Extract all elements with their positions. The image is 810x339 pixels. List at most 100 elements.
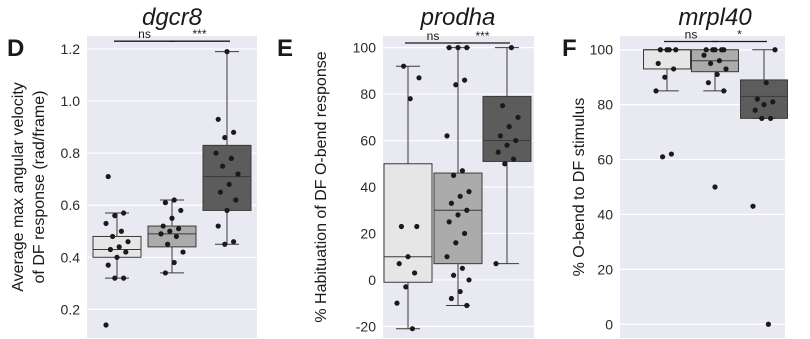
data-point — [712, 184, 718, 190]
panel-letter: F — [562, 35, 577, 62]
data-point — [233, 197, 239, 203]
panel-letter: E — [277, 35, 293, 62]
data-point — [660, 154, 666, 160]
significance-label: ns — [427, 29, 440, 43]
y-axis-label: of DF response (rad/frame) — [31, 91, 48, 284]
y-tick-label: 0.2 — [61, 301, 81, 317]
data-point — [504, 142, 510, 148]
data-point — [765, 321, 772, 327]
data-point — [165, 241, 171, 247]
significance-label: *** — [475, 29, 489, 43]
y-tick-label: 0 — [368, 272, 376, 288]
data-point — [466, 277, 472, 283]
data-point — [176, 226, 182, 232]
y-axis-label: % O-bend to DF stimulus — [571, 98, 588, 277]
data-point — [510, 156, 517, 162]
data-point — [502, 161, 508, 167]
data-point — [493, 261, 499, 267]
data-point — [446, 219, 452, 225]
data-point — [231, 239, 237, 245]
data-point — [464, 45, 470, 51]
data-point — [215, 116, 221, 122]
data-point — [770, 99, 776, 105]
data-point — [508, 45, 514, 51]
data-point — [457, 288, 463, 295]
y-tick-label: 0 — [605, 316, 613, 332]
data-point — [116, 244, 122, 250]
box — [643, 49, 691, 70]
data-point — [459, 265, 465, 271]
data-point — [451, 272, 457, 278]
data-point — [405, 254, 411, 260]
data-point — [224, 49, 230, 55]
data-point — [220, 163, 226, 169]
data-point — [750, 203, 756, 209]
data-point — [173, 233, 179, 240]
data-point — [401, 63, 407, 69]
significance-label: ns — [685, 27, 698, 41]
data-point — [708, 60, 714, 67]
box — [433, 172, 483, 265]
data-point — [701, 52, 707, 58]
y-tick-label: 100 — [353, 40, 377, 56]
data-point — [409, 326, 415, 332]
data-point — [761, 102, 767, 108]
data-point — [653, 88, 659, 94]
data-point — [394, 300, 400, 306]
data-point — [671, 66, 677, 72]
y-tick-label: -20 — [356, 318, 376, 334]
data-point — [513, 137, 519, 144]
data-point — [121, 275, 127, 281]
data-point — [466, 189, 472, 195]
data-point — [125, 239, 131, 245]
data-point — [515, 114, 521, 120]
data-point — [110, 233, 116, 240]
data-point — [121, 210, 127, 216]
data-point — [158, 231, 164, 237]
y-tick-label: 40 — [597, 206, 613, 222]
y-tick-label: 1.0 — [61, 93, 81, 109]
y-tick-label: 0.8 — [61, 145, 81, 161]
box — [202, 144, 252, 211]
panel-title: dgcr8 — [142, 4, 203, 31]
significance-label: *** — [192, 27, 206, 41]
box — [383, 163, 433, 283]
data-point — [446, 45, 452, 51]
data-point — [231, 129, 237, 135]
data-point — [464, 207, 470, 213]
data-point — [668, 151, 675, 157]
data-point — [403, 284, 409, 290]
y-tick-label: 60 — [360, 133, 376, 149]
significance-label: * — [737, 27, 742, 41]
data-point — [448, 200, 454, 206]
data-point — [444, 133, 450, 139]
data-point — [506, 124, 512, 130]
data-point — [396, 261, 402, 267]
box — [147, 225, 197, 248]
data-point — [448, 295, 454, 302]
data-point — [712, 47, 718, 53]
data-point — [162, 270, 168, 276]
data-point — [721, 88, 727, 94]
significance-label: ns — [138, 27, 151, 41]
box — [482, 95, 532, 162]
y-tick-label: 100 — [590, 42, 614, 58]
data-point — [455, 45, 461, 51]
data-point — [228, 155, 234, 161]
data-point — [103, 220, 109, 227]
box — [740, 79, 788, 119]
data-point — [754, 96, 761, 102]
data-point — [222, 241, 228, 247]
data-point — [714, 71, 720, 78]
data-point — [716, 58, 723, 64]
y-tick-label: 60 — [597, 152, 613, 168]
data-point — [444, 254, 450, 260]
data-point — [213, 150, 219, 156]
data-point — [167, 228, 173, 234]
data-point — [768, 115, 774, 121]
data-point — [414, 223, 420, 230]
data-point — [222, 134, 228, 141]
data-point — [453, 82, 459, 88]
data-point — [160, 223, 166, 229]
